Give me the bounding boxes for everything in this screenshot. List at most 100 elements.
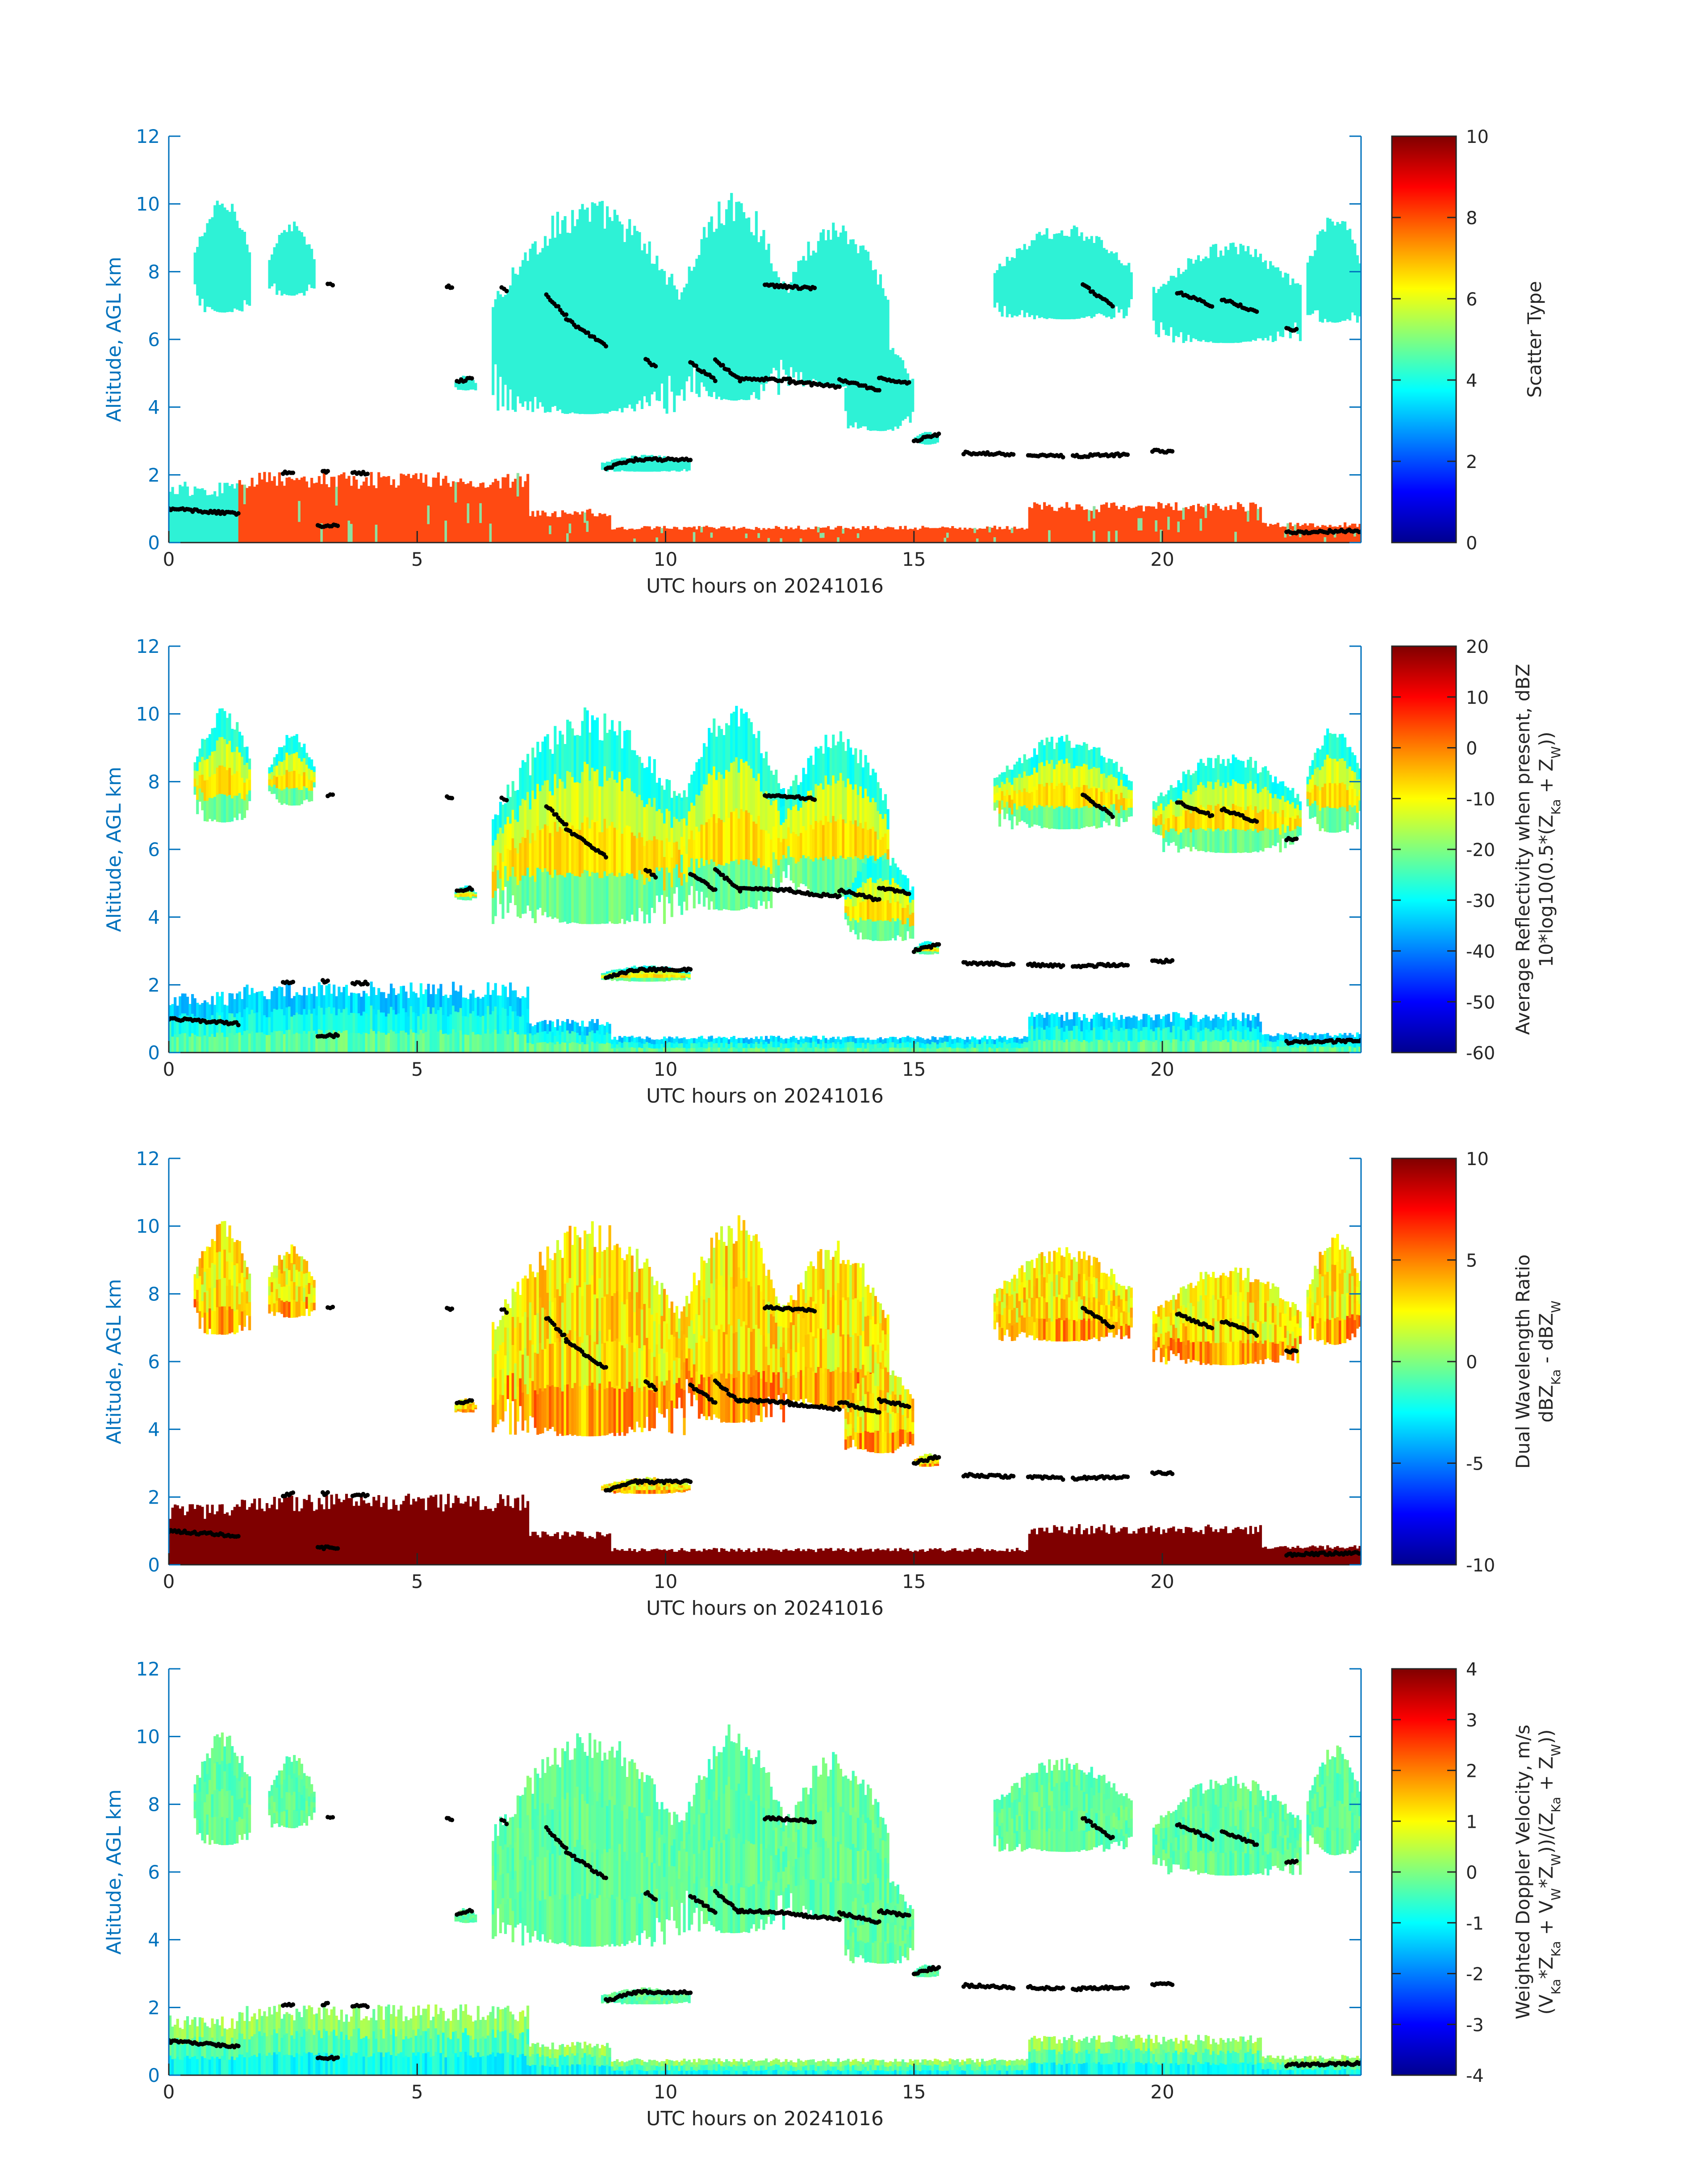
boundary-cell — [889, 527, 892, 533]
cloud-cell — [1152, 816, 1155, 825]
cloud-cell — [193, 276, 196, 284]
cloud-cell — [1242, 318, 1245, 342]
cloud-cell — [789, 833, 793, 857]
cloud-cell — [651, 773, 654, 807]
cloud-cell — [228, 767, 231, 795]
cloud-cell — [1167, 281, 1170, 295]
boundary-cell — [867, 531, 870, 538]
cloud-cell — [748, 859, 751, 907]
cloud-cell — [268, 785, 271, 792]
boundary-cell — [1120, 518, 1123, 531]
cloud-cell — [1291, 291, 1295, 305]
boundary-cell — [899, 537, 902, 543]
cloud-cell — [273, 274, 276, 284]
cloud-cell — [1088, 807, 1091, 827]
boundary-cell — [561, 531, 564, 543]
cloud-cell — [646, 767, 649, 805]
cloud-cell — [1065, 298, 1069, 320]
cloud-cell — [238, 772, 241, 794]
cloud-cell — [556, 212, 559, 262]
boundary-cell — [1174, 515, 1178, 530]
boundary-cell — [1130, 508, 1133, 520]
cloud-cell — [665, 381, 668, 414]
cloud-cell — [1282, 322, 1285, 337]
cloud-cell — [506, 289, 509, 320]
cloud-cell — [879, 390, 882, 411]
boundary-cell — [730, 530, 733, 535]
cloud-cell — [218, 285, 221, 313]
cloud-cell — [678, 299, 681, 324]
cloud-cell — [492, 845, 495, 872]
cloud-cell — [1294, 293, 1297, 303]
cloud-cell — [1107, 775, 1111, 792]
cloud-cell — [1040, 806, 1044, 828]
boundary-cell — [705, 531, 708, 537]
boundary-cell — [283, 523, 286, 543]
cloud-cell — [280, 233, 284, 249]
cloud-cell — [1100, 240, 1103, 259]
boundary-cell — [278, 472, 281, 496]
boundary-cell — [884, 527, 887, 533]
boundary-cell — [196, 506, 199, 525]
cloud-cell — [1026, 265, 1029, 281]
boundary-cell — [608, 515, 611, 525]
cloud-cell — [611, 268, 614, 316]
cloud-cell — [861, 863, 865, 882]
cloud-cell — [1294, 283, 1297, 294]
cloud-cell — [725, 769, 728, 817]
boundary-cell — [454, 502, 457, 523]
cloud-cell — [643, 358, 646, 397]
boundary-cell — [611, 534, 614, 539]
cloud-cell — [797, 291, 800, 322]
cloud-cell — [869, 919, 872, 940]
cloud-cell — [524, 762, 527, 800]
boundary-cell — [1020, 537, 1024, 543]
cloud-cell — [872, 409, 875, 431]
cloud-cell — [1351, 258, 1354, 276]
cloud-cell — [1040, 297, 1044, 318]
cloud-cell — [688, 321, 691, 349]
cloud-cell — [675, 316, 678, 343]
cloud-cell — [856, 871, 860, 889]
cloud-cell — [276, 788, 279, 799]
boundary-cell — [720, 537, 723, 543]
boundary-cell — [1192, 518, 1195, 531]
boundary-cell — [1217, 530, 1220, 543]
cloud-cell — [683, 344, 686, 364]
boundary-cell — [720, 526, 723, 532]
boundary-cell — [186, 505, 189, 524]
cloud-cell — [300, 232, 303, 248]
cloud-cell — [539, 791, 542, 830]
cloud-cell — [1261, 281, 1265, 301]
cloud-cell — [1063, 277, 1066, 299]
cloud-cell — [201, 792, 204, 811]
cloud-cell — [248, 780, 251, 791]
boundary-cell — [861, 526, 865, 532]
cloud-cell — [864, 250, 867, 281]
boundary-cell — [700, 537, 703, 543]
cloud-cell — [1349, 251, 1352, 275]
cloud-cell — [844, 859, 848, 896]
boundary-cell — [1063, 531, 1066, 543]
cloud-cell — [273, 256, 276, 266]
boundary-cell — [305, 481, 309, 502]
boundary-cell — [559, 534, 562, 543]
cloud-cell — [564, 877, 567, 922]
boundary-cell — [1155, 509, 1158, 521]
cloud-cell — [243, 266, 246, 284]
cloud-cell — [1036, 807, 1039, 825]
cloud-cell — [861, 312, 865, 346]
cloud-cell — [635, 755, 639, 797]
cloud-cell — [492, 329, 495, 351]
cloud-cell — [1182, 272, 1185, 290]
cloud-cell — [675, 841, 678, 865]
boundary-cell — [179, 504, 182, 524]
boundary-cell — [457, 522, 460, 543]
cloud-cell — [233, 729, 236, 752]
cloud-cell — [896, 901, 899, 919]
cloud-cell — [1254, 295, 1257, 318]
cloud-cell — [1194, 319, 1198, 339]
cloud-cell — [929, 941, 932, 945]
cloud-cell — [934, 946, 937, 949]
cloud-cell — [1040, 255, 1044, 277]
